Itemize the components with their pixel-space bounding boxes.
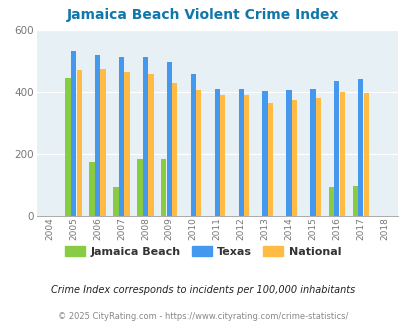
- Bar: [339, 92, 344, 216]
- Bar: [238, 89, 243, 216]
- Bar: [291, 100, 296, 216]
- Bar: [352, 186, 357, 216]
- Bar: [357, 80, 362, 216]
- Bar: [166, 62, 172, 216]
- Text: © 2025 CityRating.com - https://www.cityrating.com/crime-statistics/: © 2025 CityRating.com - https://www.city…: [58, 312, 347, 321]
- Bar: [328, 187, 333, 216]
- Bar: [267, 103, 273, 216]
- Bar: [100, 69, 105, 216]
- Bar: [172, 82, 177, 216]
- Bar: [76, 70, 81, 216]
- Bar: [119, 57, 124, 216]
- Bar: [214, 89, 219, 216]
- Bar: [89, 162, 94, 216]
- Bar: [124, 72, 129, 216]
- Bar: [220, 95, 225, 216]
- Bar: [333, 81, 339, 216]
- Bar: [71, 51, 76, 216]
- Text: Jamaica Beach Violent Crime Index: Jamaica Beach Violent Crime Index: [66, 8, 339, 22]
- Bar: [190, 74, 196, 216]
- Bar: [137, 159, 142, 216]
- Bar: [309, 89, 315, 216]
- Bar: [286, 90, 291, 216]
- Bar: [113, 187, 118, 216]
- Bar: [243, 95, 249, 216]
- Text: Crime Index corresponds to incidents per 100,000 inhabitants: Crime Index corresponds to incidents per…: [51, 285, 354, 295]
- Bar: [148, 74, 153, 216]
- Bar: [315, 98, 320, 216]
- Bar: [196, 90, 201, 216]
- Bar: [363, 93, 368, 216]
- Bar: [262, 91, 267, 216]
- Legend: Jamaica Beach, Texas, National: Jamaica Beach, Texas, National: [60, 242, 345, 261]
- Bar: [143, 57, 148, 216]
- Bar: [161, 159, 166, 216]
- Bar: [65, 78, 70, 216]
- Bar: [95, 54, 100, 216]
